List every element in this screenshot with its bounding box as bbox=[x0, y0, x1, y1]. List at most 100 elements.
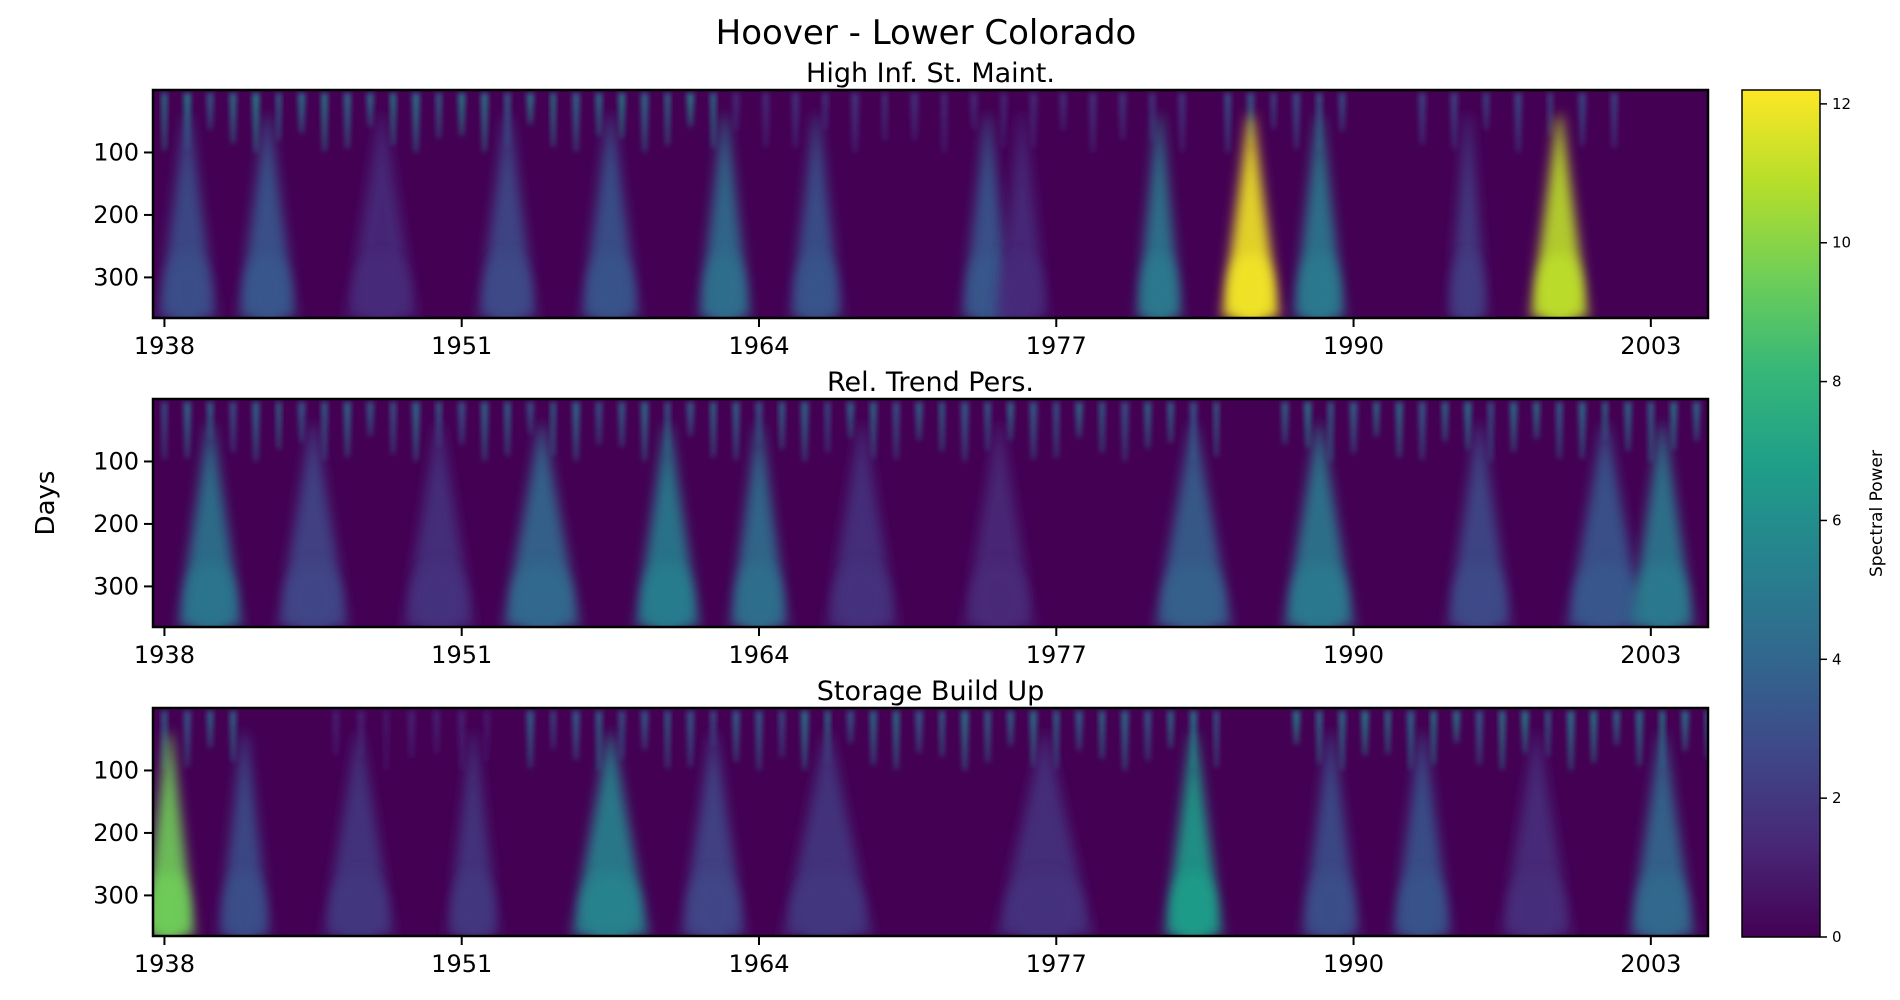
heatmap-panel-1: High Inf. St. Maint. 1938 1951 1964 1977 1990… bbox=[93, 58, 1710, 360]
comb-mark bbox=[1407, 711, 1415, 770]
comb-mark bbox=[1149, 93, 1156, 141]
power-peak bbox=[186, 562, 235, 627]
power-peak bbox=[1142, 253, 1176, 318]
comb-mark bbox=[641, 93, 649, 153]
y-tick-label: 100 bbox=[93, 138, 139, 166]
comb-mark bbox=[755, 402, 763, 443]
heatmap-marks bbox=[158, 93, 1618, 318]
comb-mark bbox=[801, 711, 809, 770]
x-tick-label: 1951 bbox=[431, 641, 492, 669]
comb-mark bbox=[1060, 93, 1067, 131]
comb-mark bbox=[1567, 711, 1575, 771]
comb-mark bbox=[1418, 402, 1426, 460]
comb-mark bbox=[1099, 402, 1105, 453]
comb-mark bbox=[732, 711, 740, 762]
comb-mark bbox=[939, 402, 945, 451]
comb-mark bbox=[1213, 402, 1219, 457]
comb-mark bbox=[207, 711, 214, 748]
comb-mark bbox=[1361, 711, 1369, 756]
x-tick-label: 1938 bbox=[134, 332, 195, 360]
comb-mark bbox=[847, 711, 854, 744]
comb-mark bbox=[1476, 711, 1483, 765]
colorbar: 0 2 4 6 8 10 12 Spectral Power bbox=[1741, 89, 1887, 946]
comb-mark bbox=[252, 402, 260, 462]
power-peak bbox=[355, 253, 409, 318]
x-tick-label: 1990 bbox=[1323, 641, 1384, 669]
comb-mark bbox=[1304, 402, 1312, 448]
power-peak bbox=[1002, 253, 1042, 318]
power-peak bbox=[1008, 871, 1081, 936]
power-peak bbox=[412, 562, 466, 627]
comb-mark bbox=[1144, 402, 1151, 449]
power-peak bbox=[485, 253, 530, 318]
comb-mark bbox=[1545, 711, 1551, 757]
comb-mark bbox=[1178, 93, 1186, 152]
comb-mark bbox=[183, 711, 191, 768]
comb-mark bbox=[1075, 402, 1083, 438]
comb-mark bbox=[1464, 402, 1472, 450]
power-peak bbox=[1455, 562, 1504, 627]
y-tick-label: 300 bbox=[93, 881, 139, 909]
comb-mark bbox=[1338, 93, 1346, 132]
colorbar-tick-label: 0 bbox=[1832, 928, 1842, 946]
comb-mark bbox=[801, 402, 809, 462]
comb-mark bbox=[504, 402, 511, 456]
comb-mark bbox=[483, 711, 490, 762]
comb-mark bbox=[407, 711, 415, 759]
comb-mark bbox=[847, 402, 854, 439]
power-peak bbox=[968, 253, 1007, 318]
comb-mark bbox=[161, 93, 168, 150]
x-tick-label: 1990 bbox=[1323, 950, 1384, 978]
comb-mark bbox=[1350, 402, 1358, 454]
comb-mark bbox=[1030, 93, 1037, 148]
comb-mark bbox=[618, 402, 625, 447]
comb-mark bbox=[732, 93, 740, 131]
comb-mark bbox=[824, 402, 831, 453]
power-peak bbox=[1510, 871, 1563, 936]
comb-mark bbox=[915, 402, 923, 441]
axes-frame bbox=[151, 706, 1710, 938]
comb-mark bbox=[686, 93, 694, 127]
power-peak bbox=[1300, 253, 1339, 318]
comb-mark bbox=[229, 93, 237, 144]
comb-mark bbox=[1611, 93, 1618, 148]
comb-mark bbox=[710, 93, 717, 148]
axes-frame bbox=[151, 397, 1710, 629]
comb-mark bbox=[321, 93, 328, 151]
comb-mark bbox=[1292, 711, 1300, 745]
heatmap-panel-2: Rel. Trend Pers.1938 1951 1964 1977 1990 2003… bbox=[93, 367, 1710, 669]
comb-mark bbox=[1316, 711, 1323, 764]
y-tick-label: 300 bbox=[93, 263, 139, 291]
comb-mark bbox=[1167, 711, 1174, 749]
comb-mark bbox=[412, 93, 420, 153]
comb-mark bbox=[481, 93, 488, 152]
x-tick-label: 1977 bbox=[1026, 332, 1087, 360]
y-tick-label: 200 bbox=[93, 201, 139, 229]
comb-mark bbox=[298, 402, 306, 443]
comb-mark bbox=[1373, 402, 1380, 437]
x-tick-label: 1951 bbox=[431, 332, 492, 360]
power-peak bbox=[1638, 871, 1687, 936]
comb-mark bbox=[984, 711, 991, 763]
comb-mark bbox=[1624, 402, 1632, 452]
comb-mark bbox=[1270, 93, 1277, 129]
comb-mark bbox=[595, 402, 602, 445]
comb-mark bbox=[366, 402, 374, 436]
y-tick-label: 200 bbox=[93, 510, 139, 538]
colorbar-label: Spectral Power bbox=[1867, 450, 1887, 577]
comb-mark bbox=[961, 711, 969, 771]
x-tick-label: 2003 bbox=[1620, 950, 1681, 978]
power-peak bbox=[1453, 253, 1483, 318]
comb-mark bbox=[1075, 711, 1083, 751]
comb-mark bbox=[1385, 711, 1391, 754]
comb-mark bbox=[1053, 711, 1060, 769]
comb-mark bbox=[1547, 93, 1553, 136]
y-axis-label: Days bbox=[31, 471, 61, 536]
comb-mark bbox=[970, 93, 978, 130]
comb-mark bbox=[851, 93, 859, 152]
comb-mark bbox=[762, 93, 769, 148]
comb-mark bbox=[984, 402, 991, 451]
power-peak bbox=[165, 253, 209, 318]
